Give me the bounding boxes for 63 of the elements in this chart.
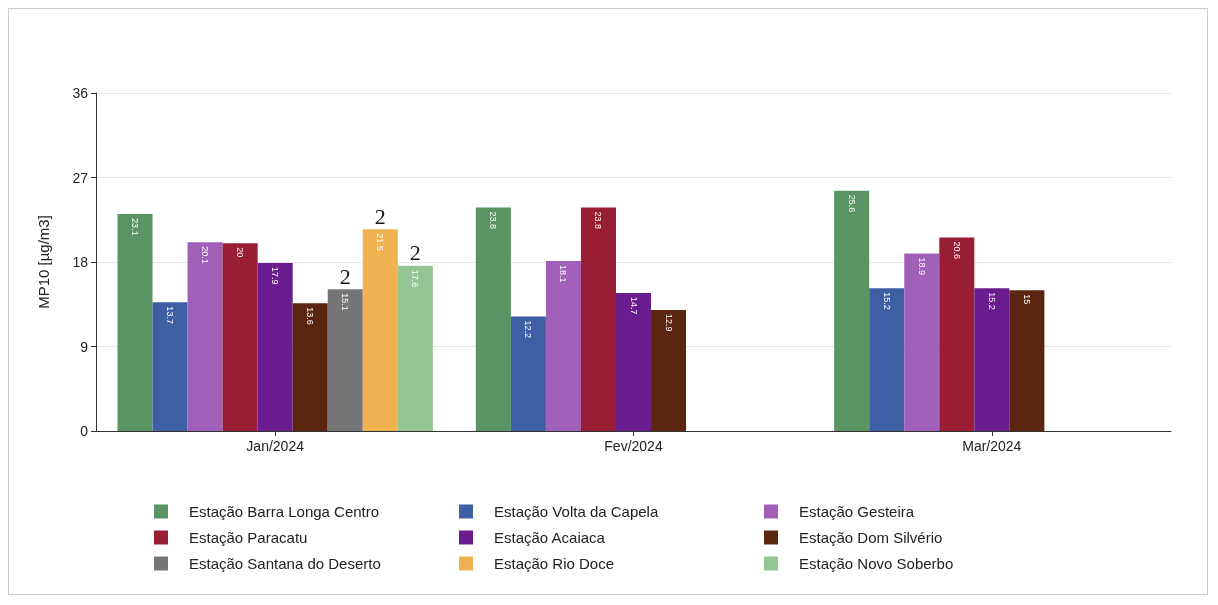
bar [117, 214, 153, 431]
data-label: 23.8 [488, 211, 499, 230]
bar [904, 253, 940, 431]
bar [1009, 290, 1045, 431]
annotation: 2 [374, 203, 386, 229]
data-label: 20.1 [200, 246, 211, 264]
bar [362, 229, 398, 431]
bar [615, 292, 652, 431]
legend-label: Estação Dom Silvério [799, 529, 943, 546]
bar [327, 289, 363, 431]
data-label: 17.6 [410, 269, 421, 288]
legend-label: Estação Santana do Deserto [189, 555, 381, 572]
bar [257, 262, 293, 431]
data-label: 20 [235, 247, 246, 258]
legend-label: Estação Barra Longa Centro [189, 503, 380, 520]
y-tick-label: 36 [72, 85, 89, 101]
bar [510, 316, 546, 431]
data-label: 15.1 [340, 293, 351, 311]
bar [834, 190, 870, 431]
y-tick-label: 27 [72, 169, 89, 186]
data-label: 12.9 [663, 313, 674, 332]
data-label: 12.2 [523, 320, 534, 338]
bar [397, 265, 433, 431]
annotation: 2 [339, 263, 351, 289]
data-label: 14.7 [628, 296, 639, 315]
legend-label: Estação Gesteira [799, 503, 915, 520]
data-label: 17.9 [270, 266, 281, 285]
annotation: 2 [409, 240, 421, 266]
legend-label: Estação Rio Doce [494, 555, 615, 572]
data-label: 13.6 [305, 307, 316, 325]
y-tick-label: 9 [80, 338, 89, 355]
bar [545, 261, 581, 431]
bar [152, 302, 188, 431]
legend-label: Estação Novo Soberbo [799, 555, 954, 572]
bar [974, 288, 1010, 431]
data-label: 23.8 [593, 211, 604, 230]
x-tick-label: Jan/2024 [246, 438, 305, 454]
bar [187, 242, 223, 431]
bar [939, 237, 975, 431]
bar [869, 288, 905, 431]
data-label: 20.6 [951, 241, 962, 260]
legend-label: Estação Paracatu [189, 529, 308, 546]
data-label: 13.7 [165, 306, 176, 324]
data-label: 18.9 [916, 257, 927, 276]
data-label: 23.1 [130, 218, 141, 236]
x-tick-label: Mar/2024 [962, 438, 1022, 454]
data-label: 15.2 [986, 292, 997, 310]
data-label: 15.2 [881, 292, 892, 310]
data-label: 18.1 [558, 265, 569, 283]
legend-label: Estação Acaiaca [494, 529, 606, 546]
bar [580, 207, 616, 431]
y-tick-label: 0 [80, 423, 89, 439]
bar [475, 207, 511, 431]
legend-label: Estação Volta da Capela [494, 503, 659, 520]
bar [651, 309, 687, 431]
bar [222, 243, 258, 431]
data-label: 15 [1021, 294, 1032, 305]
x-tick-label: Fev/2024 [604, 438, 663, 454]
data-label: 25.6 [846, 194, 857, 213]
y-axis-title: MP10 [µg/m3] [35, 215, 52, 309]
y-tick-label: 18 [72, 254, 89, 270]
data-label: 21.5 [375, 233, 386, 251]
bar [292, 303, 328, 431]
